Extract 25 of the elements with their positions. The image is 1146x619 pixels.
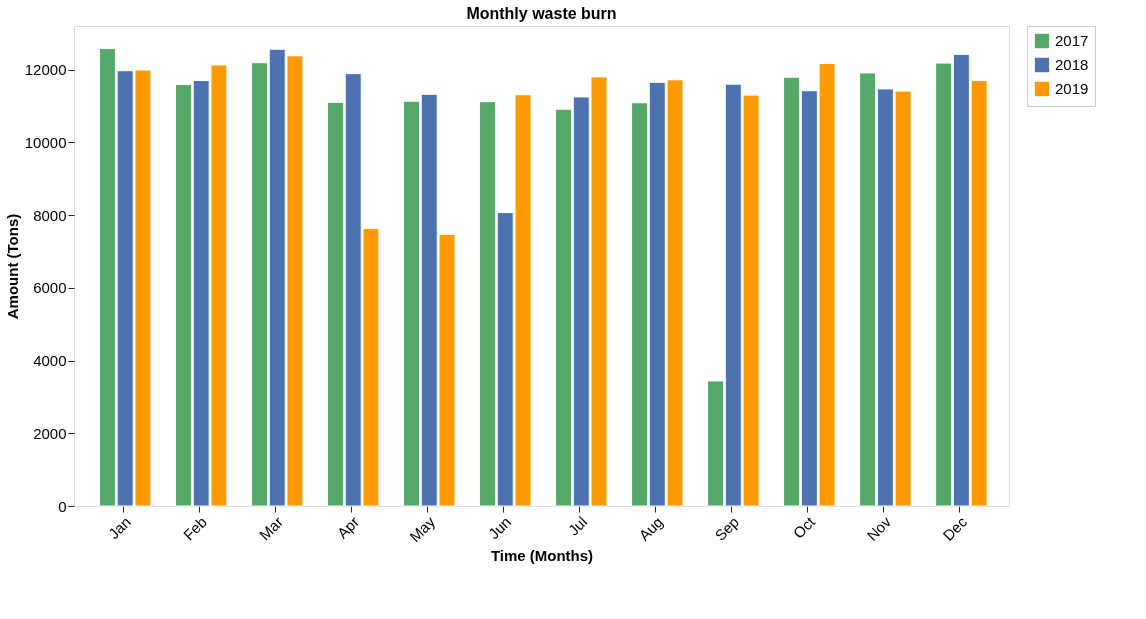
x-tick-label: Mar xyxy=(255,513,287,544)
y-tick-label: 10000 xyxy=(24,133,67,151)
x-tick-label: Feb xyxy=(179,513,211,544)
x-tick-label: Dec xyxy=(939,512,971,544)
x-axis-title: Time (Months) xyxy=(490,547,594,565)
chart-title: Monthly waste burn xyxy=(466,4,617,22)
legend-label: 2018 xyxy=(1055,56,1089,73)
x-tick-label: Oct xyxy=(789,512,819,542)
y-tick-label: 0 xyxy=(58,497,67,515)
y-axis-title: Amount (Tons) xyxy=(3,213,21,320)
y-tick-label: 8000 xyxy=(33,206,67,224)
x-tick-label: Nov xyxy=(863,512,895,544)
y-tick-label: 6000 xyxy=(33,279,67,297)
y-tick-label: 12000 xyxy=(24,61,67,79)
x-tick-label: Apr xyxy=(333,513,363,542)
x-tick-label: Jun xyxy=(484,513,515,543)
x-tick-label: Jul xyxy=(564,513,591,539)
x-tick-label: Sep xyxy=(711,513,743,544)
legend-label: 2017 xyxy=(1055,32,1089,49)
y-tick-label: 2000 xyxy=(33,424,67,442)
x-tick-label: Jan xyxy=(104,513,135,543)
y-tick-label: 4000 xyxy=(33,352,67,370)
x-tick-label: Aug xyxy=(635,513,667,544)
x-tick-label: May xyxy=(406,512,439,546)
legend-label: 2019 xyxy=(1055,80,1089,97)
